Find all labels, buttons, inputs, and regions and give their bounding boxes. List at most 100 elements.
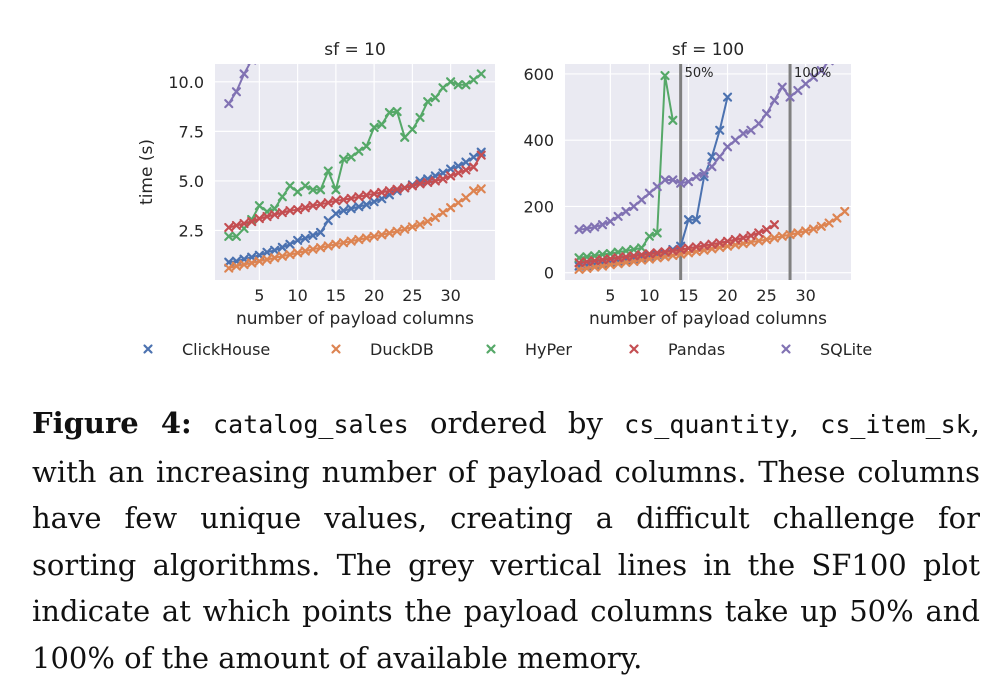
data-point-pandas (683, 243, 694, 253)
data-point-pandas (438, 174, 448, 184)
data-point-duckdb (293, 248, 303, 258)
data-point-clickhouse (722, 92, 733, 102)
data-point-hyper (415, 112, 425, 123)
data-point-hyper (300, 181, 310, 191)
data-point-sqlite (231, 87, 242, 97)
x-tick-label: 15 (326, 286, 346, 305)
data-point-pandas (254, 213, 264, 224)
data-point-duckdb (415, 219, 425, 230)
data-point-sqlite (762, 109, 772, 119)
data-point-clickhouse (315, 227, 326, 238)
data-point-sqlite (824, 64, 834, 66)
memory-line-label: 100% (794, 66, 831, 81)
legend-marker-sqlite (781, 344, 791, 354)
data-point-sqlite (785, 92, 795, 102)
data-point-duckdb (597, 261, 608, 271)
data-point-duckdb (285, 250, 295, 260)
data-point-sqlite (582, 224, 592, 234)
data-point-pandas (446, 171, 456, 181)
data-point-pandas (668, 246, 678, 256)
x-axis-label: number of payload columns (589, 309, 827, 329)
figure-chart: 5 10 15 20 25 30 2.5 5.0 7.5 10.0 sf = 10 number of… (137, 40, 872, 359)
data-point-duckdb (430, 212, 440, 223)
data-point-duckdb (247, 258, 257, 268)
data-point-sqlite (738, 128, 748, 139)
data-point-sqlite (224, 99, 234, 109)
data-point-sqlite (715, 152, 725, 162)
data-point-clickhouse (446, 164, 456, 174)
data-point-pandas (300, 203, 310, 213)
data-point-duckdb (384, 228, 395, 238)
data-point-hyper (377, 119, 387, 130)
data-point-pandas (699, 240, 709, 251)
y-tick-label: 600 (523, 65, 554, 84)
data-point-duckdb (423, 216, 433, 226)
data-point-pandas (346, 193, 356, 203)
data-point-duckdb (746, 237, 756, 247)
data-point-sqlite (754, 119, 764, 129)
data-point-clickhouse (476, 147, 486, 157)
data-point-duckdb (346, 236, 356, 246)
data-point-duckdb (754, 236, 764, 246)
data-point-hyper (354, 146, 364, 156)
caption-text-3: , with an increasing number of payload c… (32, 406, 980, 675)
legend-marker-pandas (629, 344, 639, 354)
data-point-pandas (644, 249, 654, 259)
data-point-pandas (239, 218, 249, 229)
figure-caption: Figure 4: catalog_sales ordered by cs_qu… (32, 400, 980, 681)
data-point-pandas (262, 211, 272, 222)
data-point-sqlite (668, 175, 678, 185)
data-point-duckdb (361, 233, 372, 243)
data-point-hyper (231, 231, 242, 242)
data-point-pandas (338, 195, 349, 205)
data-point-duckdb (785, 230, 795, 240)
data-point-clickhouse (361, 200, 372, 210)
data-point-hyper (446, 77, 456, 87)
x-tick-label: 20 (364, 286, 384, 305)
data-point-pandas (453, 168, 463, 178)
x-tick-label: 30 (795, 286, 815, 305)
caption-code-quantity: cs_quantity (624, 410, 790, 439)
y-tick-label: 400 (523, 131, 554, 150)
data-point-duckdb (777, 231, 787, 241)
data-point-hyper (293, 187, 303, 197)
data-point-clickhouse (346, 204, 356, 214)
x-tick-label: 25 (756, 286, 776, 305)
caption-code-table: catalog_sales (213, 410, 409, 439)
legend-label-clickhouse: ClickHouse (182, 340, 270, 359)
data-point-pandas (224, 222, 234, 233)
data-point-sqlite (613, 211, 623, 221)
data-point-pandas (597, 255, 608, 265)
data-point-clickhouse (461, 157, 471, 167)
data-point-clickhouse (377, 194, 387, 204)
data-point-hyper (224, 231, 234, 242)
data-point-duckdb (468, 186, 479, 196)
legend-marker-hyper (486, 344, 496, 354)
data-point-hyper (468, 75, 479, 85)
x-tick-label: 15 (678, 286, 698, 305)
data-point-clickhouse (691, 215, 701, 225)
data-point-pandas (277, 208, 287, 218)
data-point-hyper (285, 181, 295, 191)
data-point-clickhouse (270, 245, 280, 255)
data-point-sqlite (683, 177, 694, 187)
data-point-pandas (715, 238, 725, 248)
data-point-sqlite (793, 85, 803, 96)
data-point-sqlite (691, 172, 701, 182)
data-point-sqlite (239, 69, 249, 79)
series-group (224, 64, 486, 273)
x-tick-label: 25 (402, 286, 422, 305)
data-point-duckdb (308, 244, 318, 254)
caption-text-2: , (789, 406, 821, 440)
data-point-duckdb (400, 224, 410, 234)
data-point-clickhouse (308, 230, 318, 241)
data-point-pandas (323, 198, 333, 208)
data-point-hyper (423, 97, 433, 107)
y-tick-label: 10.0 (168, 73, 204, 92)
data-point-pandas (621, 252, 631, 262)
data-point-pandas (468, 162, 479, 172)
data-point-hyper (254, 201, 264, 211)
data-point-hyper (346, 152, 356, 162)
series-group (574, 64, 850, 280)
series-line-pandas (228, 154, 483, 229)
